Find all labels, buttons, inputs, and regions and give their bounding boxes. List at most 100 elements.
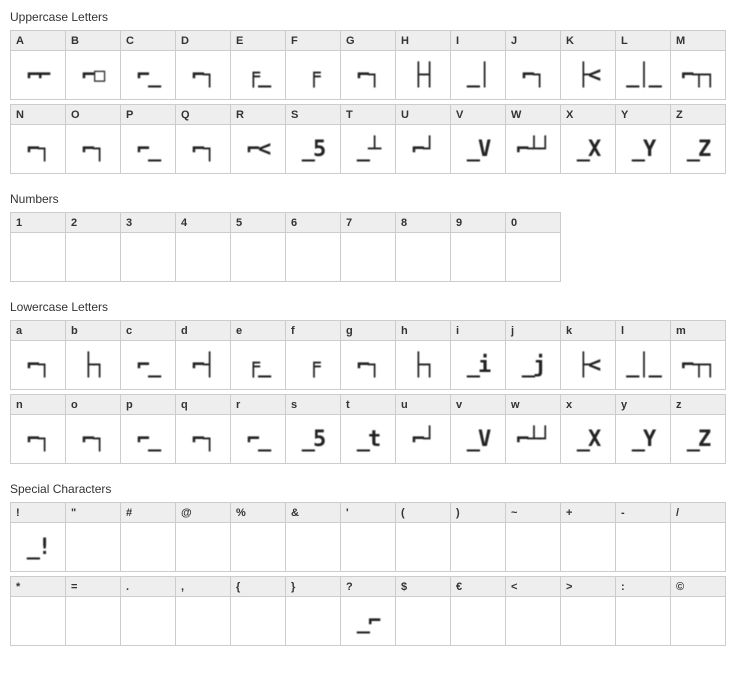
glyph-preview: ├┐ [396,341,450,389]
glyph-label: L [616,31,670,51]
glyph-label: % [231,503,285,523]
glyph-cell: i_i [450,320,506,390]
glyph-label: B [66,31,120,51]
glyph-label: / [671,503,725,523]
glyph-preview: ⌐_ [121,415,175,463]
glyph-label: { [231,577,285,597]
section-title: Special Characters [10,482,738,496]
glyph-label: 8 [396,213,450,233]
glyph-row: N⌐┐O⌐┐P⌐_Q⌐┐R⌐<S_5T_┴U⌐┘V_VW⌐┴┘X_XY_YZ_Z [10,104,738,174]
glyph-cell: x_X [560,394,616,464]
glyph: _! [27,535,50,560]
glyph-label: 4 [176,213,230,233]
glyph: _│ [467,63,490,88]
glyph-cell: , [175,576,231,646]
glyph-cell: K├< [560,30,616,100]
glyph-label: ~ [506,503,560,523]
glyph-preview [506,597,560,645]
glyph-cell: Z_Z [670,104,726,174]
glyph: ⌐┐ [192,63,215,88]
glyph: _┴ [357,137,380,162]
glyph-cell: € [450,576,506,646]
glyph-label: A [11,31,65,51]
glyph-label: 2 [66,213,120,233]
glyph-preview: ⌐┐ [66,125,120,173]
glyph-label: d [176,321,230,341]
glyph-preview: ├┤ [396,51,450,99]
glyph-cell: W ⌐┴┘ [505,104,561,174]
glyph-cell: B⌐◻ [65,30,121,100]
glyph-label: * [11,577,65,597]
glyph-cell: 4 [175,212,231,282]
glyph: ⌐⌐ [27,63,50,88]
glyph-preview [11,233,65,281]
glyph-label: 7 [341,213,395,233]
glyph-cell: R⌐< [230,104,286,174]
glyph-preview: ⌐_ [121,341,175,389]
glyph: ⌐┐ [192,427,215,452]
glyph-preview: _Y [616,125,670,173]
glyph-cell: L_│_ [615,30,671,100]
glyph-cell: ' [340,502,396,572]
glyph-preview: ⌐< [231,125,285,173]
glyph-preview: _t [341,415,395,463]
glyph-preview [561,597,615,645]
glyph: ⌐┬┐ [681,63,715,88]
glyph-preview [451,523,505,571]
glyph: ⌐┐ [192,137,215,162]
glyph-preview [396,233,450,281]
glyph-label: 1 [11,213,65,233]
glyph-preview [616,523,670,571]
glyph-preview: _Y [616,415,670,463]
glyph-cell: v_V [450,394,506,464]
glyph-cell: d⌐┤ [175,320,231,390]
glyph-cell: z_Z [670,394,726,464]
section: Numbers1234567890 [10,192,738,282]
glyph-preview: ⌐┤ [176,341,230,389]
glyph-cell: !_! [10,502,66,572]
glyph: ⌐_ [137,137,160,162]
glyph-label: X [561,105,615,125]
glyph-label: ( [396,503,450,523]
glyph-preview [616,597,670,645]
glyph: _i [467,353,490,378]
glyph-cell: j_j [505,320,561,390]
glyph-preview: ⌐┘ [396,415,450,463]
glyph-preview [66,233,120,281]
glyph-preview [11,597,65,645]
glyph-preview: ├┐ [66,341,120,389]
glyph: ⌐_ [137,63,160,88]
glyph-preview: ╒ [286,341,340,389]
glyph: ⌐┐ [82,137,105,162]
glyph: _5 [302,137,325,162]
glyph-cell: 2 [65,212,121,282]
glyph-cell: % [230,502,286,572]
glyph-label: f [286,321,340,341]
glyph-preview: ⌐┐ [341,341,395,389]
glyph-label: o [66,395,120,415]
glyph-preview [66,523,120,571]
glyph-preview: ⌐┐ [176,415,230,463]
glyph-label: + [561,503,615,523]
glyph-cell: > [560,576,616,646]
glyph-preview: _│_ [616,341,670,389]
glyph: ⌐┐ [27,353,50,378]
glyph-label: T [341,105,395,125]
glyph-label: x [561,395,615,415]
glyph-label: W [506,105,560,125]
glyph: ├┐ [412,353,435,378]
glyph-preview [341,233,395,281]
glyph-cell: " [65,502,121,572]
glyph-label: : [616,577,670,597]
glyph-cell: 0 [505,212,561,282]
glyph-cell: 7 [340,212,396,282]
glyph-label: r [231,395,285,415]
glyph-cell: M⌐┬┐ [670,30,726,100]
glyph-label: ) [451,503,505,523]
glyph-label: - [616,503,670,523]
glyph-label: 5 [231,213,285,233]
glyph-preview: ⌐_ [231,415,285,463]
glyph-preview [231,523,285,571]
glyph-label: b [66,321,120,341]
glyph: ⌐┴┘ [516,137,550,162]
